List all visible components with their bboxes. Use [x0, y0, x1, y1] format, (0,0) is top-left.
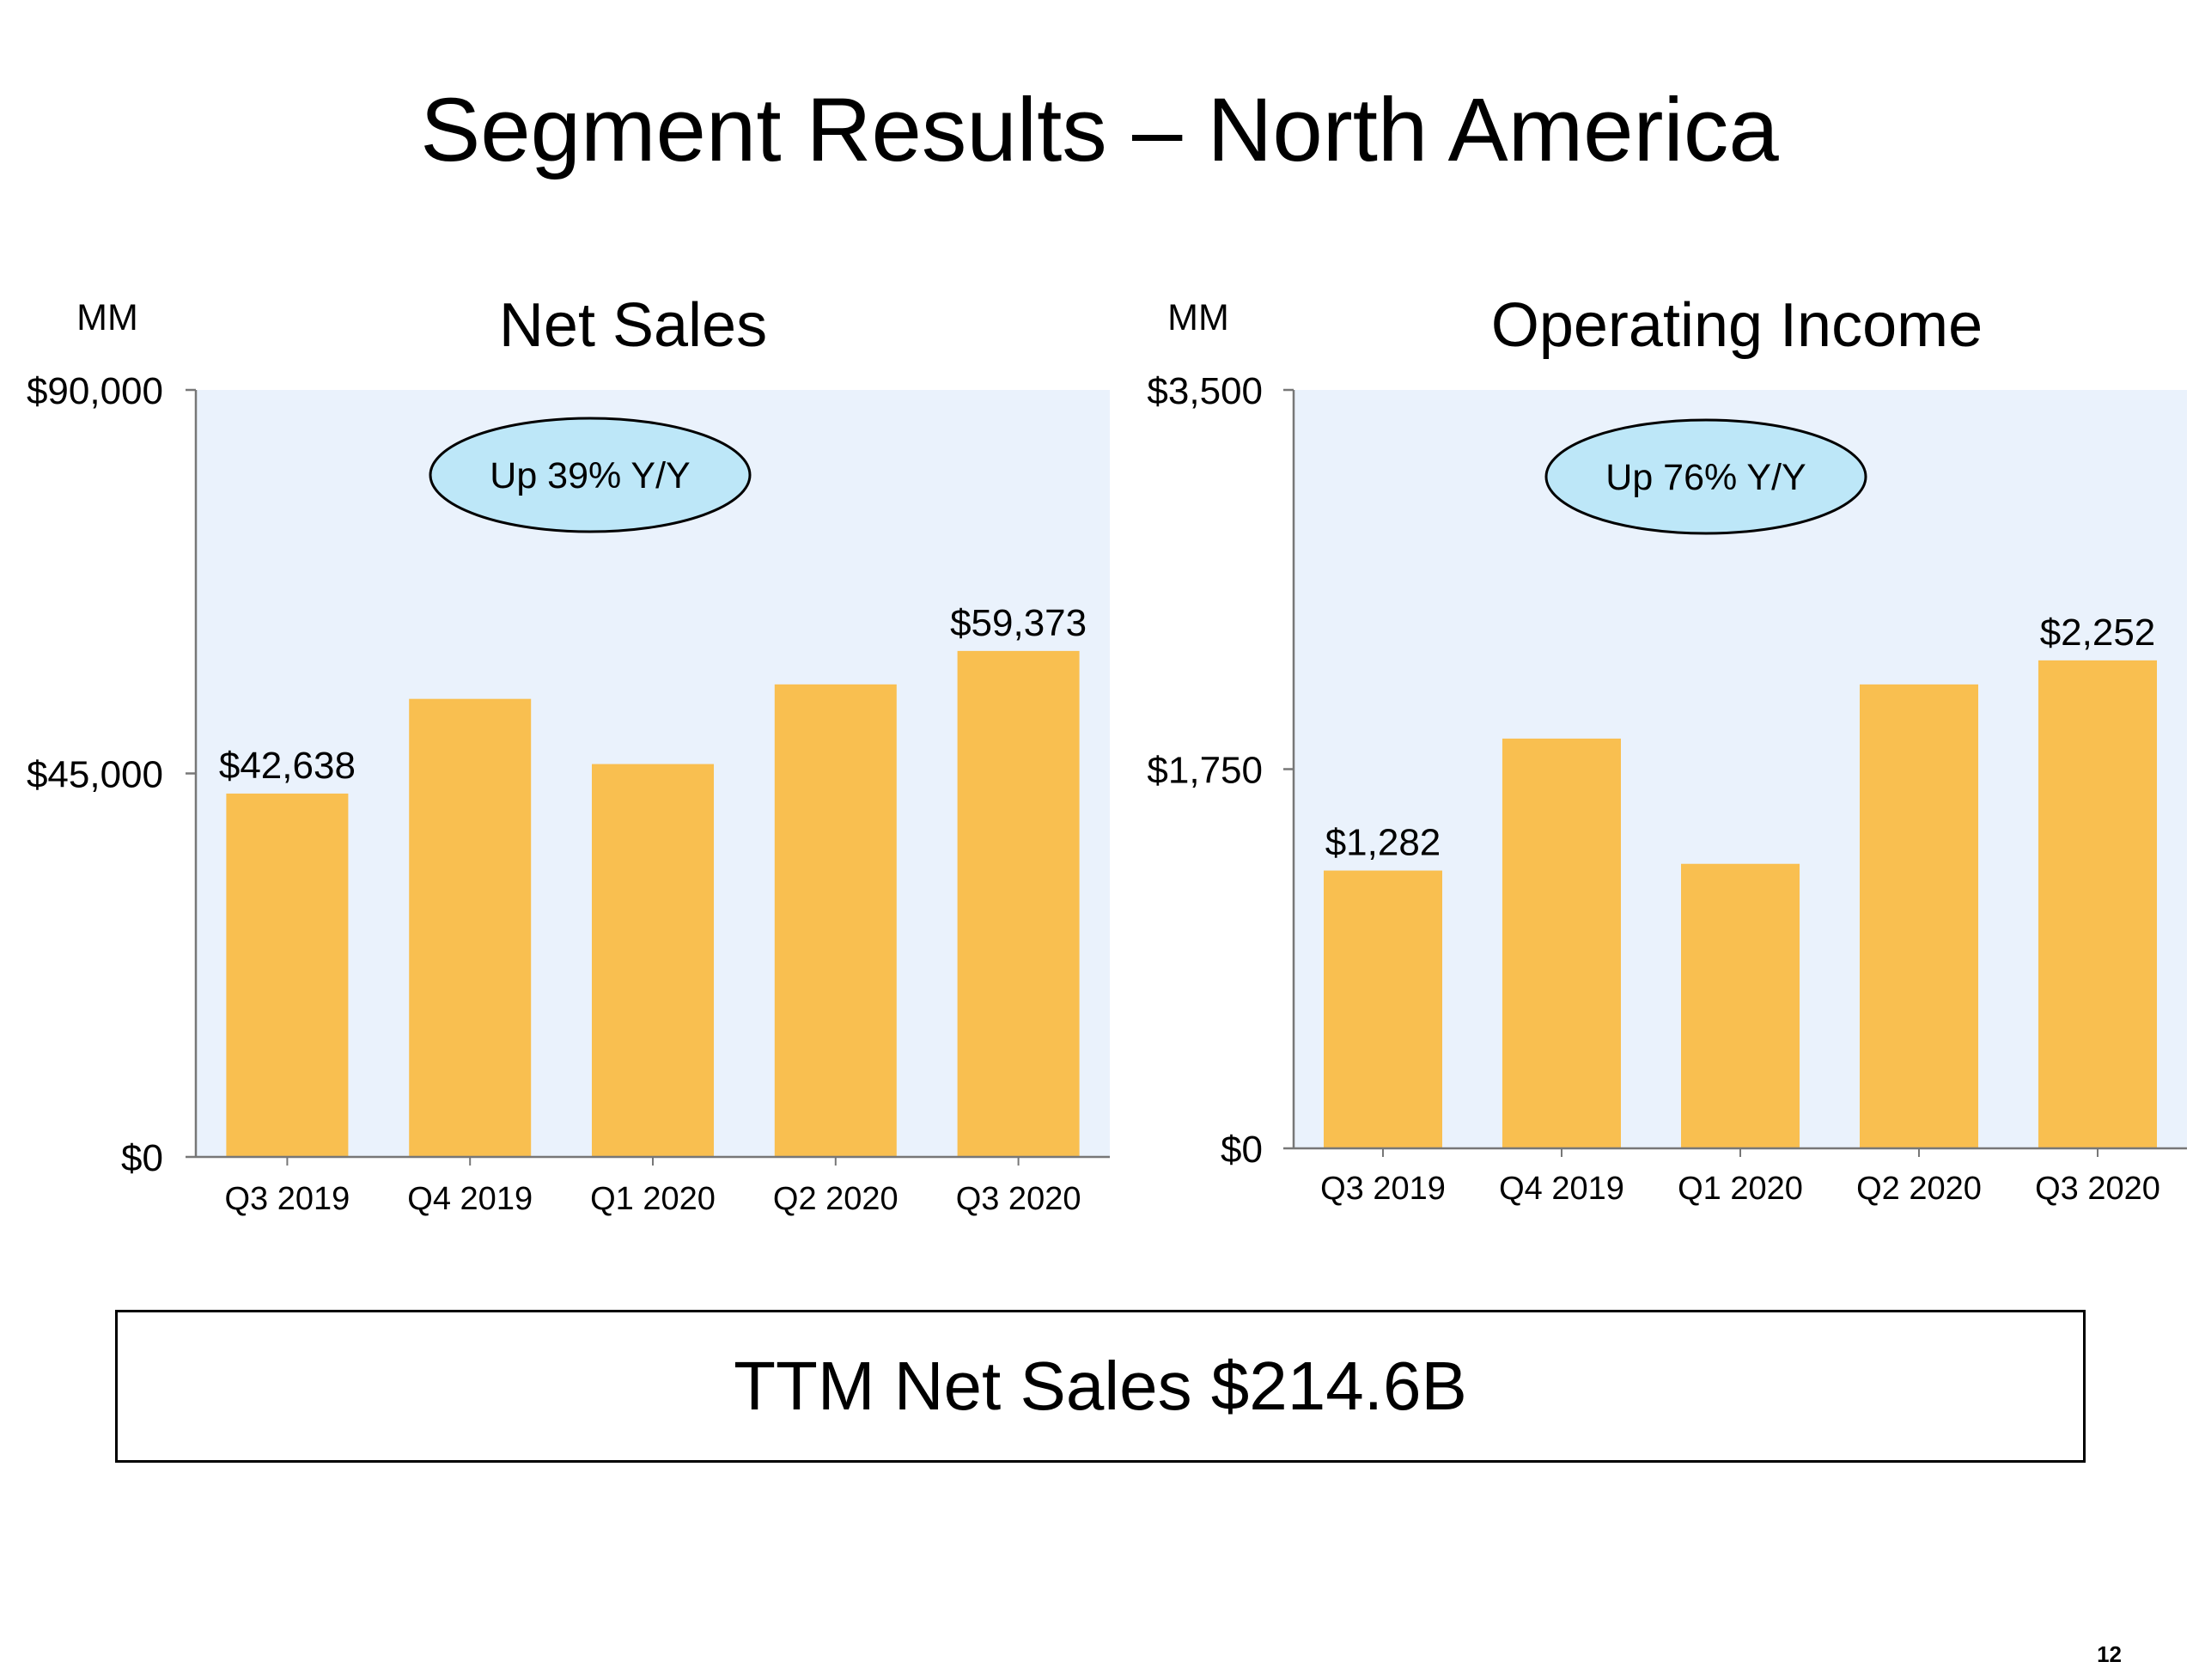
operating-income-data-label: $1,282: [1325, 822, 1441, 864]
operating-income-bar: [1502, 738, 1621, 1148]
net-sales-bar: [409, 698, 532, 1157]
net-sales-category-label: Q3 2020: [956, 1181, 1081, 1217]
operating-income-category-label: Q4 2019: [1499, 1171, 1624, 1207]
operating-income-growth-callout: [1544, 418, 1867, 535]
operating-income-bar: [1681, 863, 1800, 1148]
operating-income-category-label: Q2 2020: [1856, 1171, 1982, 1207]
ttm-net-sales-box: TTM Net Sales $214.6B: [115, 1310, 2086, 1463]
operating-income-data-label: $2,252: [2040, 612, 2156, 654]
net-sales-category-label: Q4 2019: [407, 1181, 533, 1217]
net-sales-category-label: Q3 2019: [225, 1181, 350, 1217]
net-sales-unit-label: MM: [76, 297, 138, 338]
operating-income-y-tick-label: $3,500: [1147, 370, 1263, 412]
operating-income-category-label: Q1 2020: [1678, 1171, 1803, 1207]
slide-title: Segment Results – North America: [420, 80, 1779, 180]
net-sales-bar: [774, 684, 897, 1157]
net-sales-bar: [592, 764, 714, 1157]
page-number: 12: [2097, 1641, 2122, 1667]
net-sales-y-tick-label: $45,000: [27, 754, 163, 796]
ttm-net-sales-text: TTM Net Sales $214.6B: [734, 1348, 1467, 1424]
operating-income-y-tick-label: $1,750: [1147, 750, 1263, 792]
operating-income-bar: [1860, 684, 1978, 1148]
operating-income-category-label: Q3 2019: [1320, 1171, 1446, 1207]
operating-income-unit-label: MM: [1167, 297, 1229, 338]
net-sales-chart: $42,638 Q3 2019 Q4 2019 Q1 2020 Q2 2020 $59,3…: [27, 370, 1110, 1217]
operating-income-category-label: Q3 2020: [2035, 1171, 2160, 1207]
net-sales-growth-callout-text: Up 39% Y/Y: [490, 455, 690, 496]
operating-income-y-tick-label: $0: [1221, 1129, 1263, 1171]
net-sales-chart-title: Net Sales: [498, 291, 768, 360]
net-sales-data-label: $42,638: [219, 745, 356, 787]
operating-income-bar: [1324, 870, 1442, 1148]
net-sales-bar: [957, 650, 1080, 1157]
operating-income-bar: [2038, 660, 2157, 1148]
net-sales-data-label: $59,373: [950, 602, 1087, 644]
net-sales-category-label: Q1 2020: [590, 1181, 716, 1217]
net-sales-growth-callout: [429, 417, 752, 533]
operating-income-growth-callout-text: Up 76% Y/Y: [1605, 457, 1806, 498]
operating-income-chart-title: Operating Income: [1490, 291, 1983, 360]
net-sales-category-label: Q2 2020: [773, 1181, 898, 1217]
net-sales-y-tick-label: $0: [121, 1137, 163, 1179]
net-sales-y-tick-label: $90,000: [27, 370, 163, 412]
net-sales-bar: [226, 793, 349, 1157]
operating-income-chart: $1,282 Q3 2019 Q4 2019 Q1 2020 Q2 2020 $2,252…: [1147, 370, 2187, 1207]
